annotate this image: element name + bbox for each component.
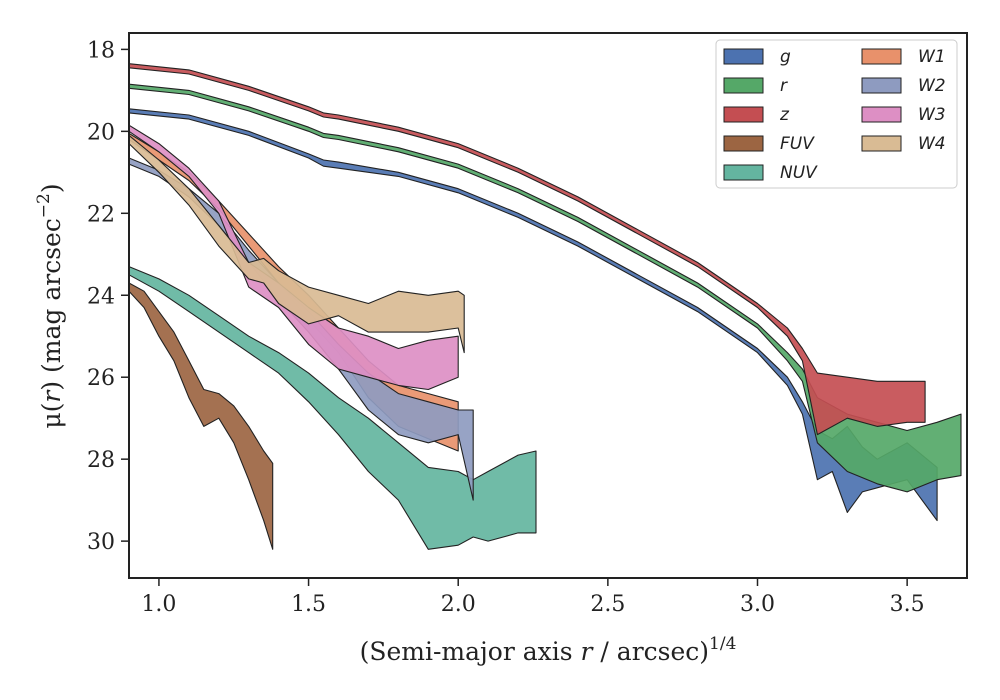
legend-label-W2: W2 [918, 76, 946, 96]
x-axis-label: (Semi-major axis r / arcsec)1/4 [360, 634, 737, 666]
legend-swatch-W1 [861, 48, 902, 65]
legend-label-r: r [780, 76, 788, 96]
x-axis-label-prefix: (Semi-major axis [360, 637, 581, 666]
y-tick-label: 20 [87, 120, 115, 145]
x-tick-label: 2.5 [590, 592, 625, 617]
plot-frame [128, 32, 968, 579]
legend-label-NUV: NUV [780, 163, 818, 183]
x-tick-label: 1.5 [291, 592, 326, 617]
y-tick-label: 26 [87, 366, 115, 391]
x-tick-label: 2.0 [441, 592, 476, 617]
series-band-NUV [128, 266, 537, 550]
legend-label-g: g [780, 47, 791, 67]
series-layer [128, 63, 962, 550]
x-axis-label-var: r [581, 637, 595, 666]
y-axis-label-var: r [37, 389, 66, 403]
y-axis-label-exp: −2 [34, 193, 54, 218]
legend-label-W4: W4 [918, 134, 946, 154]
series-band-FUV [128, 282, 274, 550]
series-band-z [128, 63, 926, 436]
y-axis-label-prefix: μ( [37, 403, 66, 429]
y-axis: 18 20 22 24 26 28 30 [87, 38, 129, 555]
x-tick-label: 3.5 [890, 592, 925, 617]
y-tick-label: 24 [87, 284, 115, 309]
legend-swatch-W3 [861, 106, 902, 123]
x-tick-label: 1.0 [141, 592, 176, 617]
legend: grz FUV NUV W1 W2 W3 W4 [715, 39, 958, 189]
x-tick-label: 3.0 [740, 592, 775, 617]
legend-items: grz FUV NUV W1 W2 W3 W4 [723, 47, 946, 183]
y-axis-label-suffix: ) [37, 183, 66, 193]
legend-swatch-NUV [723, 164, 764, 181]
y-tick-label: 22 [87, 202, 115, 227]
legend-label-z: z [779, 105, 790, 125]
x-axis-label-mid: / arcsec) [592, 637, 709, 666]
legend-swatch-z [723, 106, 764, 123]
x-axis: 1.0 1.5 2.0 2.5 3.0 3.5 [141, 578, 925, 617]
legend-swatch-r [723, 77, 764, 94]
legend-swatch-W4 [861, 135, 902, 152]
legend-swatch-W2 [861, 77, 902, 94]
legend-label-W1: W1 [918, 47, 946, 67]
series-band-r [128, 83, 962, 493]
legend-label-W3: W3 [918, 105, 946, 125]
x-axis-label-exp: 1/4 [709, 634, 736, 654]
y-tick-label: 30 [87, 530, 115, 555]
y-tick-label: 18 [87, 38, 115, 63]
series-band-W4 [128, 134, 465, 354]
legend-swatch-FUV [723, 135, 764, 152]
y-axis-label: μ(r) (mag arcsec−2) [34, 183, 66, 428]
legend-swatch-g [723, 48, 764, 65]
y-axis-label-mid: ) (mag arcsec [37, 218, 66, 391]
y-tick-label: 28 [87, 448, 115, 473]
legend-label-FUV: FUV [780, 134, 815, 154]
series-band-g [128, 108, 938, 522]
